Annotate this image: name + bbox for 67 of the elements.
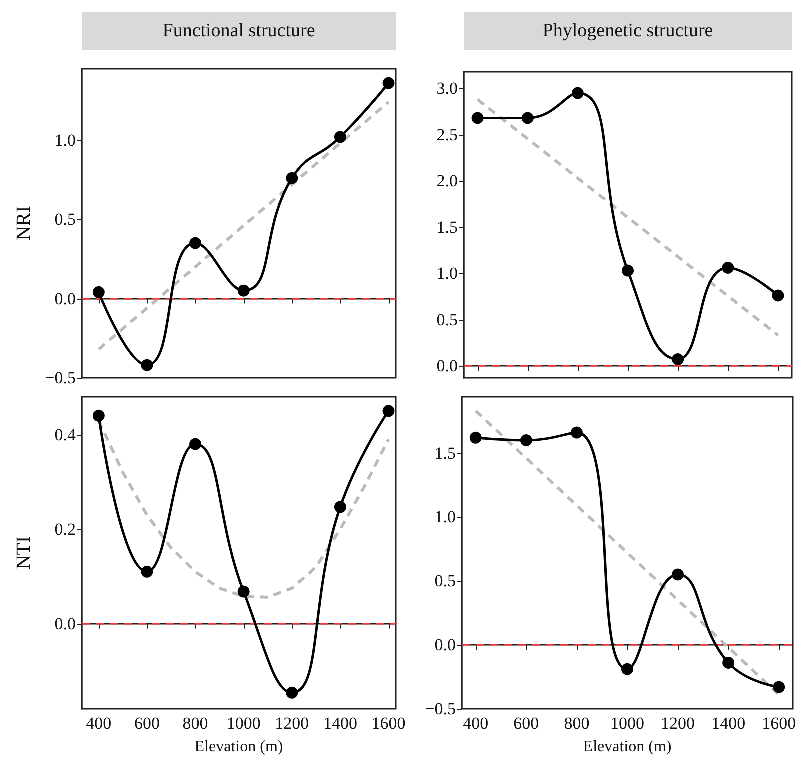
y-tick-label: −0.5: [425, 700, 456, 718]
x-tick-label: 1200: [661, 714, 696, 733]
x-tick-label: 800: [182, 714, 208, 733]
y-tick-label: 0.5: [54, 210, 76, 230]
y-tick-label: −0.5: [45, 368, 76, 388]
x-tick-label: 1600: [762, 714, 796, 733]
point: [722, 262, 734, 274]
y-tick-label: 1.0: [54, 130, 76, 150]
point: [92, 410, 105, 422]
x-axis-title: Elevation (m): [194, 738, 284, 756]
x-tick-label: 1000: [226, 714, 261, 733]
y-tick-label: 0.2: [54, 520, 76, 539]
point: [382, 405, 395, 418]
chart-title: Functional structure: [162, 20, 316, 42]
point: [470, 432, 482, 444]
y-tick-label: 0.0: [54, 614, 76, 634]
y-tick-label: 1.5: [436, 218, 458, 237]
point: [622, 264, 634, 277]
point: [286, 686, 298, 699]
x-tick-label: 800: [564, 714, 590, 733]
y-tick-label: 0.0: [434, 636, 456, 655]
y-tick-label: 0.5: [434, 572, 456, 591]
y-tick-label: 1.0: [436, 264, 458, 284]
point: [522, 112, 534, 124]
point: [92, 286, 105, 298]
point: [334, 131, 346, 144]
point: [722, 656, 735, 669]
point: [238, 586, 250, 598]
x-tick-label: 1400: [323, 714, 358, 733]
chart-title: Phylogenetic structure: [542, 20, 714, 42]
point: [190, 237, 202, 250]
x-tick-label: 400: [86, 714, 112, 733]
point: [622, 663, 634, 676]
y-tick-label: 0.5: [436, 310, 458, 330]
y-axis-title: NRI: [13, 206, 35, 241]
point: [141, 359, 154, 372]
x-tick-label: 1400: [712, 714, 746, 733]
point: [520, 434, 532, 446]
y-tick-label: 3.0: [436, 79, 458, 98]
x-tick-label: 1200: [275, 714, 310, 733]
point: [141, 566, 154, 578]
y-tick-label: 1.0: [434, 508, 456, 527]
y-tick-label: 0.0: [436, 356, 458, 376]
point: [472, 112, 484, 124]
point: [672, 568, 684, 581]
x-tick-label: 1000: [610, 714, 644, 733]
x-tick-label: 1600: [372, 714, 406, 733]
y-axis-title: NTI: [13, 536, 35, 570]
point: [286, 172, 298, 184]
point: [772, 290, 784, 302]
point: [190, 438, 202, 450]
y-tick-label: 2.0: [436, 172, 458, 191]
point: [238, 284, 250, 297]
x-tick-label: 600: [134, 714, 160, 733]
point: [382, 77, 395, 90]
y-tick-label: 0.0: [54, 289, 76, 308]
point: [572, 87, 584, 100]
point: [570, 426, 583, 439]
x-tick-label: 600: [514, 714, 540, 733]
x-tick-label: 400: [463, 714, 489, 733]
point: [672, 354, 684, 366]
point: [773, 681, 786, 694]
y-tick-label: 1.5: [434, 444, 456, 463]
point: [334, 501, 346, 514]
x-axis-title: Elevation (m): [583, 738, 672, 756]
y-tick-label: 0.4: [54, 425, 76, 444]
y-tick-label: 2.5: [436, 125, 458, 144]
